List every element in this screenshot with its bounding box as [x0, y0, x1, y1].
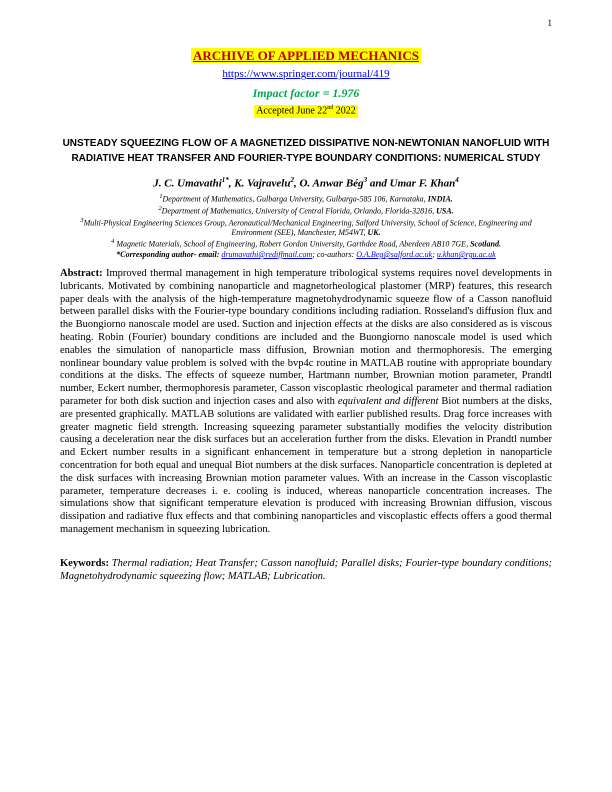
paper-title: UNSTEADY SQUEEZING FLOW OF A MAGNETIZED … [60, 136, 552, 166]
journal-header: ARCHIVE OF APPLIED MECHANICS https://www… [60, 48, 552, 118]
journal-title: ARCHIVE OF APPLIED MECHANICS [191, 48, 421, 63]
affiliation: 4 Magnetic Materials, School of Engineer… [60, 238, 552, 250]
page-number: 1 [548, 18, 553, 29]
corresponding-label: *Corresponding author- email: [116, 250, 221, 259]
affiliation: 2Department of Mathematics, University o… [60, 205, 552, 217]
keywords: Keywords: Thermal radiation; Heat Transf… [60, 557, 552, 583]
corresponding-mail-2[interactable]: O.A.Beg@salford.ac.uk [356, 250, 432, 259]
corresponding-mail-1[interactable]: drumavathi@rediffmail.com [221, 250, 312, 259]
abstract-text-2: Biot numbers at the disks, are presented… [60, 396, 552, 535]
keywords-label: Keywords: [60, 558, 109, 569]
abstract-text-1: Improved thermal management in high temp… [60, 268, 552, 407]
affiliation: 3Multi-Physical Engineering Sciences Gro… [60, 217, 552, 239]
journal-url-link[interactable]: https://www.springer.com/journal/419 [222, 68, 389, 82]
accepted-year: 2022 [333, 105, 356, 116]
authors: J. C. Umavathi1*, K. Vajravelu2, O. Anwa… [60, 176, 552, 191]
accepted-prefix: Accepted June 22 [256, 105, 327, 116]
affiliation: 1Department of Mathematics, Gulbarga Uni… [60, 193, 552, 205]
abstract-label: Abstract: [60, 268, 103, 279]
accepted-date: Accepted June 22nd 2022 [254, 105, 358, 118]
abstract-emph: equivalent and different [338, 396, 439, 407]
keywords-text: Thermal radiation; Heat Transfer; Casson… [60, 558, 552, 582]
corresponding-sep1: ; co-authors: [312, 250, 356, 259]
impact-factor: Impact factor = 1.976 [253, 86, 360, 101]
abstract: Abstract: Improved thermal management in… [60, 268, 552, 537]
corresponding-author: *Corresponding author- email: drumavathi… [60, 250, 552, 260]
affiliations: 1Department of Mathematics, Gulbarga Uni… [60, 193, 552, 250]
corresponding-mail-3[interactable]: u.khan@rgu.ac.uk [437, 250, 496, 259]
